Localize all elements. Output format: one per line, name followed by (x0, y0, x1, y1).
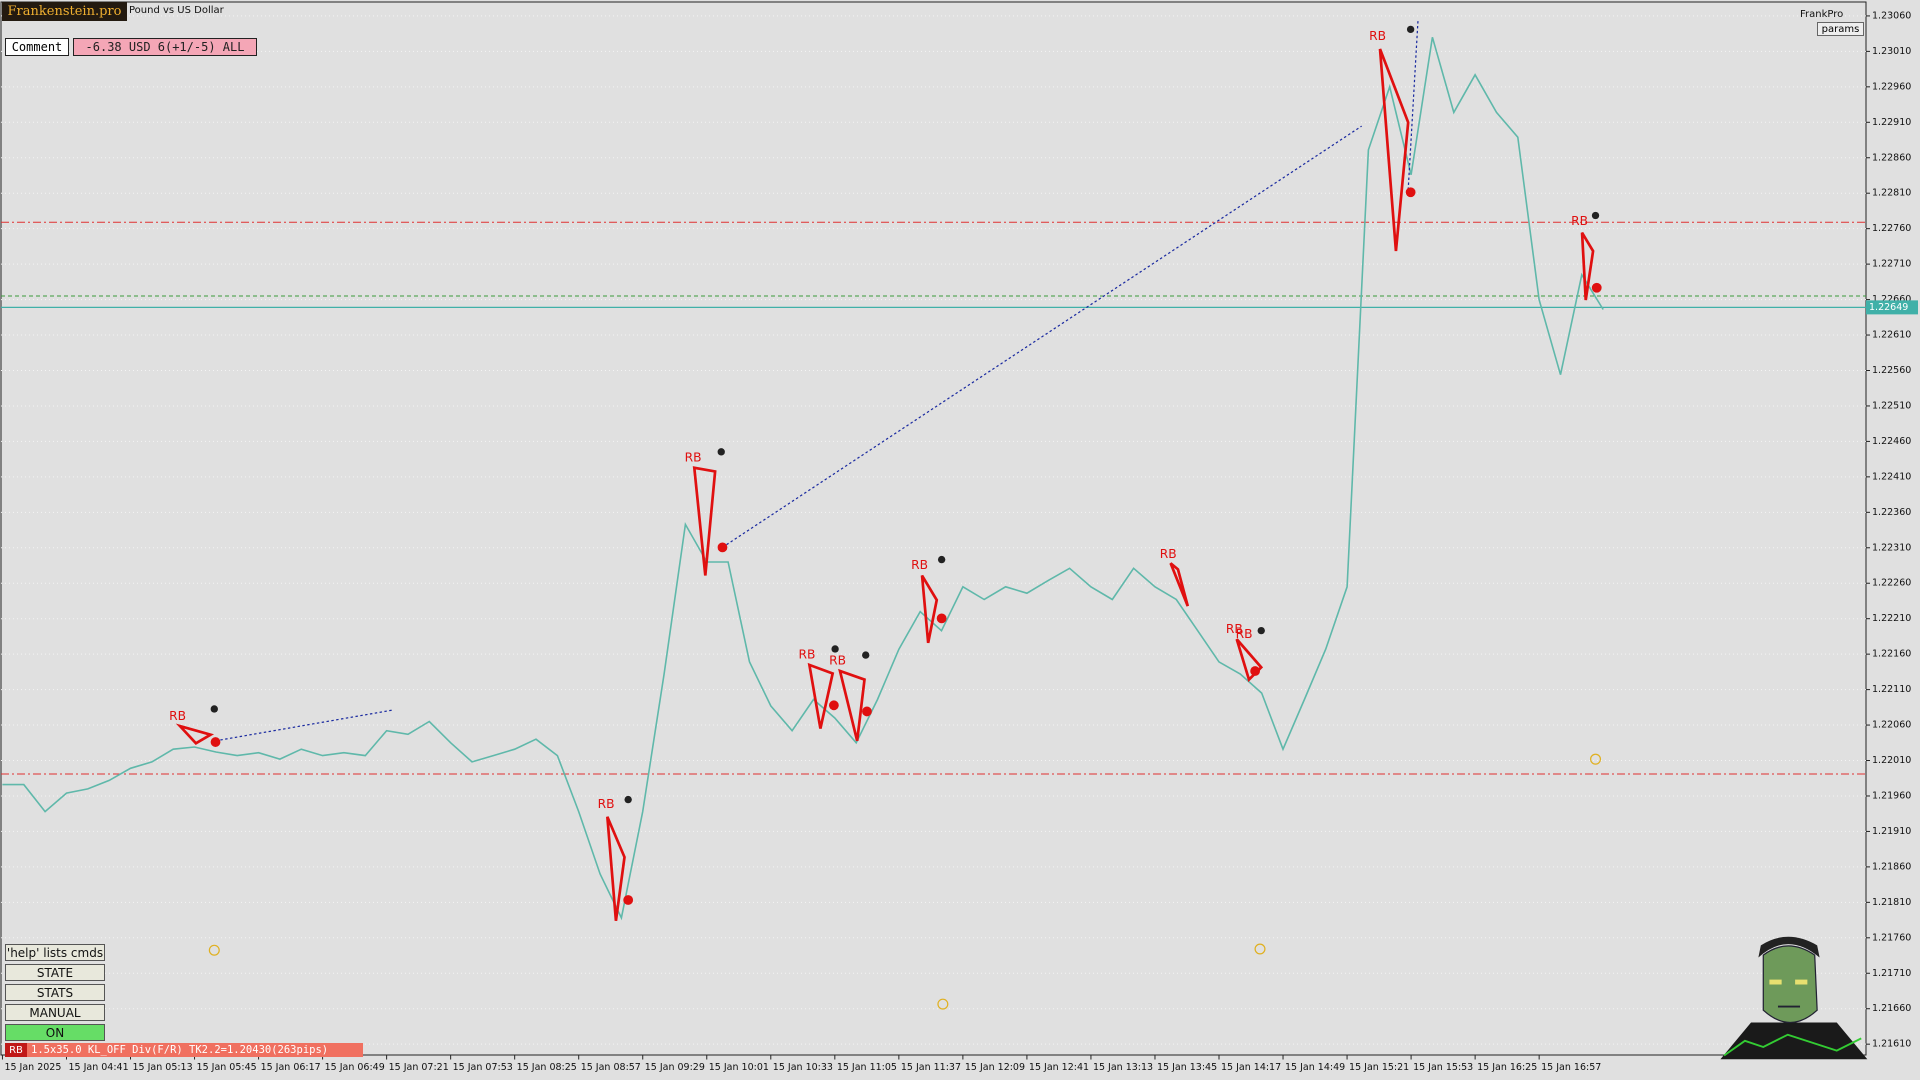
y-tick-label: 1.22960 (1872, 81, 1911, 92)
y-tick-label: 1.22210 (1872, 613, 1911, 624)
x-tick-label: 15 Jan 11:05 (837, 1062, 897, 1073)
rb-label: RB (1369, 29, 1386, 43)
rb-label: RB (1160, 547, 1177, 561)
rb-label: RB (685, 450, 702, 464)
rb-label: RB (911, 558, 928, 572)
on-button[interactable]: ON (5, 1024, 105, 1041)
current-price-box (1866, 300, 1918, 315)
rb-label: RB (798, 648, 815, 662)
y-tick-label: 1.22460 (1872, 436, 1911, 447)
x-tick-label: 15 Jan 07:21 (389, 1062, 449, 1073)
x-tick-label: 15 Jan 09:29 (645, 1062, 705, 1073)
x-tick-label: 15 Jan 13:13 (1093, 1062, 1153, 1073)
arrows (215, 20, 1419, 742)
smileys (208, 753, 1602, 1010)
rb-label: RB (829, 654, 846, 668)
rb-label: RB (1226, 622, 1243, 636)
rb-label: RB (1236, 627, 1253, 641)
rb-labels: RB RB RB RB RB RB RB RB RB RB RB (169, 29, 1588, 811)
y-tick-label: 1.22360 (1872, 507, 1911, 518)
y-tick-label: 1.22660 (1872, 294, 1911, 305)
y-tick-label: 1.21960 (1872, 790, 1911, 801)
x-tick-label: 15 Jan 10:01 (709, 1062, 769, 1073)
user: FrankPro (1800, 8, 1844, 20)
y-tick-label: 1.23060 (1872, 10, 1911, 21)
y-tick-label: 1.22710 (1872, 259, 1911, 270)
x-tick-label: 15 Jan 16:57 (1541, 1062, 1601, 1073)
x-tick-label: 15 Jan 10:33 (773, 1062, 833, 1073)
x-tick-label: 15 Jan 04:41 (68, 1062, 128, 1073)
plot-frame (0, 1, 1867, 1056)
y-tick-label: 1.22410 (1872, 471, 1911, 482)
x-tick-label: 15 Jan 07:53 (453, 1062, 513, 1073)
y-tick-label: 1.21760 (1872, 932, 1911, 943)
y-tick-label: 1.22310 (1872, 542, 1911, 553)
x-tick-label: 15 Jan 13:45 (1157, 1062, 1217, 1073)
x-tick-label: 15 Jan 06:17 (261, 1062, 321, 1073)
y-tick-label: 1.22760 (1872, 223, 1911, 234)
y-tick-label: 1.22160 (1872, 649, 1911, 660)
rb-label: RB (1571, 214, 1588, 228)
y-tick-label: 1.22560 (1872, 365, 1911, 376)
x-tick-label: 15 Jan 08:25 (517, 1062, 577, 1073)
y-tick-label: 1.22260 (1872, 578, 1911, 589)
y-tick-label: 1.21660 (1872, 1003, 1911, 1014)
y-tick-label: 1.21810 (1872, 897, 1911, 908)
y-tick-label: 1.22860 (1872, 152, 1911, 163)
y-tick-label: 1.22010 (1872, 755, 1911, 766)
params-button[interactable]: params (1817, 22, 1864, 36)
state-button[interactable]: STATE (5, 964, 105, 981)
status-tag: RB (5, 1043, 27, 1057)
x-tick-label: 15 Jan 2025 (4, 1062, 61, 1073)
y-tick-label: 1.22110 (1872, 684, 1911, 695)
y-tick-label: 1.21860 (1872, 861, 1911, 872)
y-tick-label: 1.22810 (1872, 188, 1911, 199)
y-tick-label: 1.22910 (1872, 117, 1911, 128)
comment-label: Comment (5, 38, 69, 56)
x-tick-label: 15 Jan 08:57 (581, 1062, 641, 1073)
y-tick-label: 1.21710 (1872, 968, 1911, 979)
y-tick-label: 1.23010 (1872, 46, 1911, 57)
x-tick-label: 15 Jan 11:37 (901, 1062, 961, 1073)
avatar (1720, 936, 1868, 1060)
x-tick-label: 15 Jan 05:13 (133, 1062, 193, 1073)
help-button[interactable]: 'help' lists cmds (5, 944, 105, 961)
x-tick-label: 15 Jan 06:49 (325, 1062, 385, 1073)
y-tick-label: 1.21610 (1872, 1039, 1911, 1050)
price-line (2, 36, 1604, 921)
x-tick-label: 15 Jan 16:25 (1477, 1062, 1537, 1073)
y-tick-label: 1.22060 (1872, 720, 1911, 731)
manual-button[interactable]: MANUAL (5, 1004, 105, 1021)
stats-button[interactable]: STATS (5, 984, 105, 1001)
y-tick-label: 1.21910 (1872, 826, 1911, 837)
status-text: 1.5x35.0 KL_OFF Div(F/R) TK2.2=1.20430(2… (27, 1043, 363, 1057)
x-tick-label: 15 Jan 12:09 (965, 1062, 1025, 1073)
x-tick-label: 15 Jan 15:21 (1349, 1062, 1409, 1073)
overlays: RB RB RB RB RB RB RB RB RB RB RB (169, 20, 1868, 1060)
x-tick-label: 15 Jan 05:45 (197, 1062, 257, 1073)
x-tick-label: 15 Jan 14:17 (1221, 1062, 1281, 1073)
x-tick-label: 15 Jan 12:41 (1029, 1062, 1089, 1073)
comment-value: -6.38 USD 6(+1/-5) ALL (73, 38, 257, 56)
y-tick-label: 1.22610 (1872, 330, 1911, 341)
symbol: Pound vs US Dollar (129, 4, 224, 16)
y-tick-label: 1.22510 (1872, 400, 1911, 411)
x-tick-label: 15 Jan 14:49 (1285, 1062, 1345, 1073)
exit-markers (210, 187, 1602, 905)
x-tick-label: 15 Jan 15:53 (1413, 1062, 1473, 1073)
rb-label: RB (598, 797, 615, 811)
skull-icons (210, 25, 1600, 804)
rb-label: RB (169, 709, 186, 723)
brand: Frankenstein.pro (2, 2, 127, 21)
current-price-label: 1.22649 (1869, 302, 1908, 313)
rb-patterns (175, 48, 1595, 922)
